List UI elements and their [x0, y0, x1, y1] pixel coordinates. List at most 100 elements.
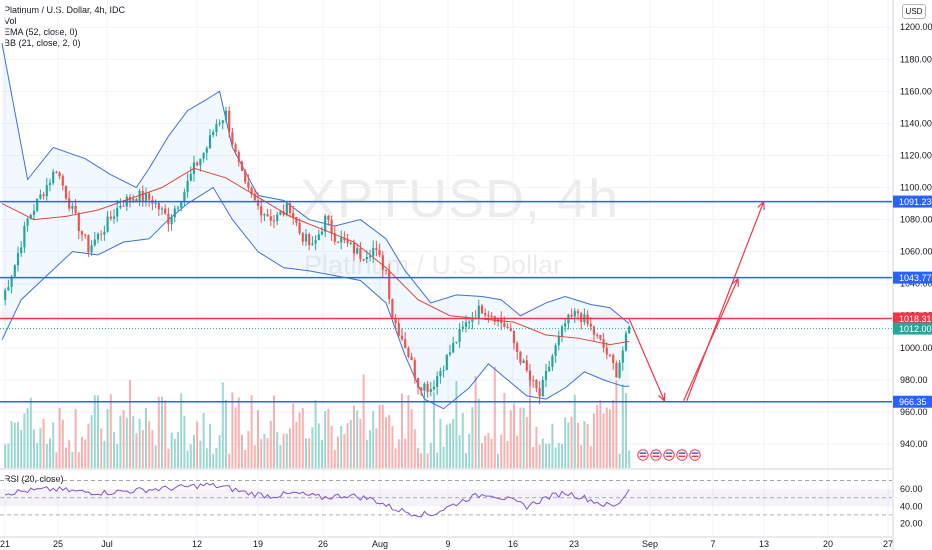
- volume-bar: [263, 433, 266, 468]
- volume-bar: [602, 413, 605, 468]
- volume-bar: [193, 434, 195, 468]
- price-tick-label: 960.00: [900, 407, 928, 417]
- candle-body: [330, 219, 333, 234]
- volume-bar: [231, 392, 234, 468]
- volume-bar: [7, 443, 10, 468]
- price-tag-label: 1018.31: [899, 314, 932, 324]
- candle-body: [500, 317, 503, 323]
- volume-bar: [237, 397, 240, 468]
- volume-bar: [621, 384, 624, 468]
- volume-bar: [292, 403, 295, 468]
- candle-body: [42, 194, 45, 197]
- volume-bar: [519, 407, 522, 468]
- volume-bar: [23, 413, 26, 468]
- volume-bar: [26, 408, 29, 468]
- candle-body: [311, 243, 314, 245]
- candle-body: [260, 206, 263, 216]
- candle-body: [212, 132, 215, 136]
- volume-bar: [445, 424, 448, 468]
- volume-bar: [455, 381, 458, 468]
- volume-bar: [330, 425, 333, 468]
- candle-body: [484, 313, 487, 316]
- price-tag-label: 1043.77: [899, 273, 932, 283]
- volume-bar: [138, 418, 141, 468]
- time-tick-label: Jul: [101, 539, 113, 549]
- volume-bar: [561, 443, 563, 468]
- volume-bar: [305, 438, 307, 468]
- volume-bar: [484, 435, 487, 468]
- candle-body: [144, 193, 148, 201]
- candle-body: [288, 203, 292, 214]
- volume-bar: [199, 440, 202, 468]
- candle-body: [596, 334, 599, 336]
- volume-bar: [173, 438, 176, 468]
- time-tick-label: 9: [445, 539, 450, 549]
- candle-body: [343, 237, 346, 241]
- price-tick-label: 1140.00: [900, 118, 932, 128]
- candle-body: [263, 214, 266, 216]
- volume-bar: [244, 450, 247, 468]
- volume-bar: [426, 453, 429, 468]
- volume-bar: [45, 443, 48, 468]
- volume-bar: [68, 440, 71, 468]
- price-tick-label: 1040.00: [900, 279, 932, 289]
- price-tag: [893, 312, 932, 325]
- candle-body: [221, 120, 224, 124]
- volume-bar: [218, 435, 221, 468]
- time-tick-label: 16: [508, 539, 518, 549]
- bb-label: BB (21, close, 2, 0): [4, 38, 81, 48]
- volume-bar: [401, 393, 403, 468]
- candle-body: [116, 207, 119, 217]
- candle-body: [381, 255, 384, 270]
- volume-bar: [295, 421, 298, 468]
- volume-bar: [369, 430, 371, 468]
- event-flag-icon: [689, 449, 701, 461]
- candle-body: [496, 317, 500, 322]
- time-tick-label: 13: [759, 539, 769, 549]
- volume-bar: [573, 394, 576, 468]
- volume-bar: [13, 422, 16, 468]
- volume-bar: [276, 432, 279, 468]
- candle-body: [394, 318, 397, 324]
- currency-button[interactable]: USD: [902, 4, 926, 19]
- candle-body: [608, 354, 612, 356]
- candle-body: [93, 239, 96, 246]
- candle-body: [218, 123, 221, 125]
- volume-bar: [151, 430, 154, 468]
- volume-bar: [298, 412, 301, 468]
- candle-body: [189, 173, 192, 181]
- candle-body: [551, 355, 554, 367]
- volume-bar: [359, 418, 362, 468]
- candle-body: [52, 171, 55, 183]
- candle-body: [548, 366, 551, 371]
- candle-body: [452, 342, 455, 353]
- candle-body: [519, 352, 522, 364]
- candle-body: [250, 187, 253, 194]
- volume-bar: [615, 380, 618, 468]
- price-tick-label: 1080.00: [900, 215, 932, 225]
- candle-body: [448, 352, 452, 355]
- candle-body: [292, 213, 295, 218]
- candle-body: [570, 314, 573, 317]
- candle-body: [96, 233, 100, 240]
- candle-body: [532, 379, 535, 381]
- candle-body: [477, 305, 480, 319]
- volume-bar: [570, 416, 573, 468]
- vol-label: Vol: [4, 16, 17, 26]
- candle-body: [378, 249, 381, 256]
- price-tick-label: 1200.00: [900, 22, 932, 32]
- event-flag-stripe: [639, 452, 647, 454]
- volume-bar: [628, 450, 631, 468]
- candle-body: [135, 199, 138, 201]
- volume-bar: [551, 423, 554, 468]
- candle-body: [282, 211, 285, 215]
- candle-body: [205, 148, 208, 153]
- volume-bar: [487, 432, 490, 468]
- candle-body: [106, 216, 109, 232]
- volume-bar: [564, 417, 567, 468]
- candle-body: [228, 110, 231, 133]
- candle-body: [176, 207, 180, 209]
- projection-arrow-head: [731, 277, 739, 287]
- volume-bar: [148, 421, 151, 468]
